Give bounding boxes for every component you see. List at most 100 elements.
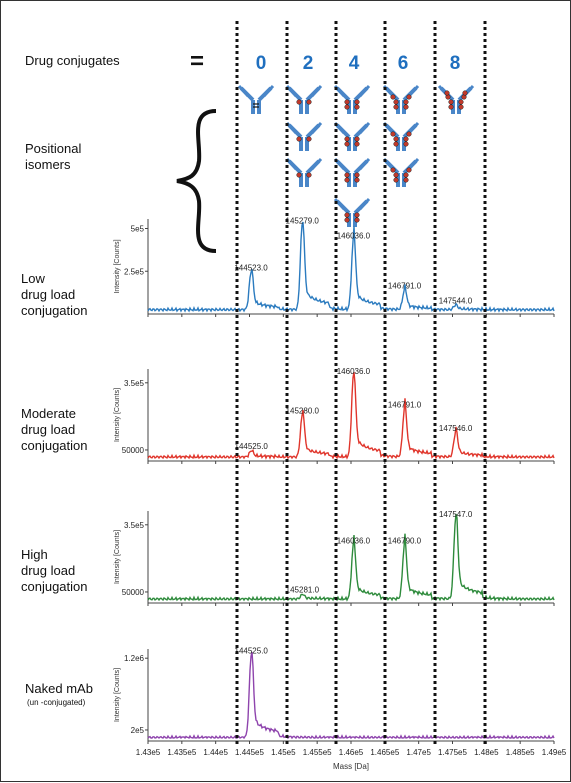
antibody-dar6-c-light-right xyxy=(407,157,420,171)
x-tick-label-12: 1.49e5 xyxy=(542,748,567,757)
antibody-dar8-drug-4 xyxy=(458,104,464,110)
antibody-dar6-b xyxy=(382,121,420,151)
low-panel-label: Low drug load conjugation xyxy=(21,271,88,318)
antibody-dar4-a-drug-4 xyxy=(354,104,360,110)
naked-ytick-label-0: 2e5 xyxy=(131,726,145,735)
antibody-dar2-b-drug-1 xyxy=(296,136,302,142)
antibody-dar8-drug-7 xyxy=(444,90,450,96)
antibody-dar4-c-drug-1 xyxy=(344,172,350,178)
antibody-dar4-c-drug-3 xyxy=(344,177,350,183)
moderate-ytick-label-1: 3.5e5 xyxy=(124,379,145,388)
antibody-dar4-d-drug-2 xyxy=(354,212,360,218)
high-ytick-label-1: 3.5e5 xyxy=(124,521,145,530)
antibody-dar4-c-drug-4 xyxy=(354,177,360,183)
low-peak-label-3: 146791.0 xyxy=(388,281,422,290)
low-peak-label-0: 144523.0 xyxy=(234,264,268,273)
dar-value-2: 2 xyxy=(303,53,314,74)
antibody-dar6-a-drug-4 xyxy=(403,104,409,110)
antibody-dar8-drug-1 xyxy=(448,99,454,105)
x-tick-label-6: 1.46e5 xyxy=(339,748,364,757)
antibody-dar6-b-drug-1 xyxy=(393,136,399,142)
antibody-dar2-c-light-right xyxy=(310,157,323,171)
antibody-dar4-a-drug-1 xyxy=(344,99,350,105)
antibody-dar6-a-drug-6 xyxy=(406,94,412,100)
antibody-dar4-d xyxy=(333,197,371,227)
positional-isomers-label: Positional isomers xyxy=(25,141,82,172)
antibody-dar6-b-light-right xyxy=(407,121,420,135)
x-tick-label-2: 1.44e5 xyxy=(203,748,228,757)
high-spectrum-line xyxy=(147,513,555,602)
antibody-dar2-a-drug-2 xyxy=(306,99,312,105)
antibody-dar6-a-drug-5 xyxy=(390,94,396,100)
antibody-dar6-a-drug-1 xyxy=(393,99,399,105)
moderate-peak-label-0: 144525.0 xyxy=(235,442,269,451)
antibody-dar2-a-light-right xyxy=(310,84,323,98)
equals-sign: = xyxy=(190,48,204,75)
high-ylabel: Intensity [Counts] xyxy=(114,530,121,584)
low-ylabel: Intensity [Counts] xyxy=(114,239,121,293)
antibody-dar4-b-drug-3 xyxy=(344,141,350,147)
low-spectrum-line xyxy=(147,221,555,313)
antibody-dar6-c-drug-3 xyxy=(393,177,399,183)
antibody-dar4-c-drug-2 xyxy=(354,172,360,178)
isomer-brace xyxy=(176,109,217,253)
x-tick-label-0: 1.43e5 xyxy=(136,748,161,757)
high-panel-label: High drug load conjugation xyxy=(21,547,88,594)
x-tick-label-11: 1.485e5 xyxy=(506,748,535,757)
antibody-dar6-b-drug-2 xyxy=(403,136,409,142)
antibody-dar4-b-drug-1 xyxy=(344,136,350,142)
antibody-dar6-b-drug-6 xyxy=(406,131,412,137)
antibody-dar2-b-light-right xyxy=(310,121,323,135)
antibody-dar4-d-drug-3 xyxy=(344,217,350,223)
low-peak-label-1: 145279.0 xyxy=(286,216,320,225)
antibody-dar6-b-drug-5 xyxy=(390,131,396,137)
antibody-dar2-a-drug-1 xyxy=(296,99,302,105)
x-tick-label-5: 1.455e5 xyxy=(303,748,332,757)
naked-panel-sublabel: (un -conjugated) xyxy=(27,698,86,707)
antibody-dar6-a-drug-2 xyxy=(403,99,409,105)
antibody-dar4-b-drug-2 xyxy=(354,136,360,142)
high-ytick-label-0: 50000 xyxy=(122,588,145,597)
naked-spectrum-line xyxy=(147,651,555,740)
dar-value-0: 0 xyxy=(256,53,267,74)
antibody-dar6-c xyxy=(382,157,420,187)
antibody-dar2-c xyxy=(285,157,323,187)
antibody-dar4-d-light-left xyxy=(333,197,346,211)
antibody-dar6-a-light-right xyxy=(407,84,420,98)
naked-peak-label-0: 144525.0 xyxy=(235,646,269,655)
antibody-dar6-c-drug-6 xyxy=(406,167,412,173)
antibody-dar4-d-drug-1 xyxy=(344,212,350,218)
x-tick-label-10: 1.48e5 xyxy=(474,748,499,757)
antibody-dar2-a xyxy=(285,84,323,114)
antibody-dar2-c-drug-1 xyxy=(296,172,302,178)
antibody-dar4-a xyxy=(333,84,371,114)
antibody-dar8-drug-3 xyxy=(448,104,454,110)
moderate-spectrum-line xyxy=(147,371,555,460)
moderate-peak-label-1: 145280.0 xyxy=(286,407,320,416)
x-tick-label-4: 1.45e5 xyxy=(271,748,296,757)
antibody-dar6-a xyxy=(382,84,420,114)
low-peak-label-4: 147544.0 xyxy=(439,297,473,306)
moderate-ylabel: Intensity [Counts] xyxy=(114,388,121,442)
moderate-ytick-label-0: 50000 xyxy=(122,446,145,455)
x-tick-label-3: 1.445e5 xyxy=(235,748,264,757)
x-tick-label-9: 1.475e5 xyxy=(438,748,467,757)
high-peak-label-0: 145281.0 xyxy=(286,586,320,595)
naked-ylabel: Intensity [Counts] xyxy=(114,668,121,722)
antibody-dar0-light-right xyxy=(262,84,275,98)
antibody-dar6-c-drug-1 xyxy=(393,172,399,178)
dar-value-6: 6 xyxy=(398,53,409,74)
antibody-dar4-b xyxy=(333,121,371,151)
antibody-dar4-c xyxy=(333,157,371,187)
antibody-dar4-d-light-right xyxy=(358,197,371,211)
antibody-dar6-a-drug-3 xyxy=(393,104,399,110)
antibody-dar8-drug-8 xyxy=(462,90,468,96)
antibody-dar2-c-drug-2 xyxy=(306,172,312,178)
high-peak-label-2: 146790.0 xyxy=(388,537,422,546)
naked-panel-label: Naked mAb xyxy=(25,681,93,696)
antibody-dar8-drug-2 xyxy=(458,99,464,105)
antibody-dar4-a-light-right xyxy=(358,84,371,98)
dar-value-8: 8 xyxy=(450,53,461,74)
